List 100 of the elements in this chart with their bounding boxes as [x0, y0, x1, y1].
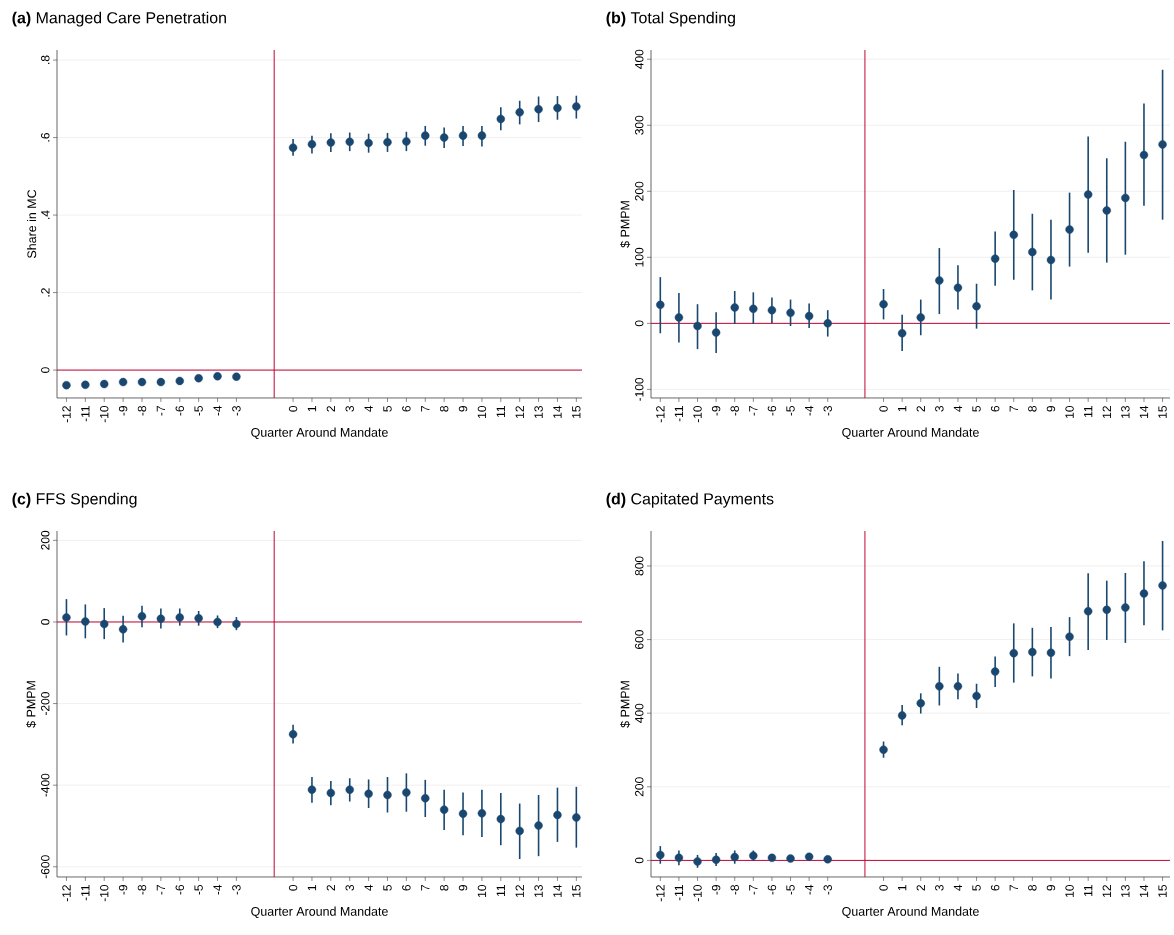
chart-title: (a) Managed Care Penetration: [12, 11, 226, 27]
point: [916, 699, 925, 708]
point: [118, 377, 128, 387]
x-tick-label: 1: [307, 406, 317, 412]
x-tick-label: -9: [711, 406, 721, 416]
point: [288, 143, 298, 152]
point: [458, 131, 468, 140]
y-tick-label: 800: [635, 556, 644, 576]
x-tick-label: -6: [767, 406, 777, 416]
x-tick-label: -10: [693, 405, 702, 423]
x-axis-title: Quarter Around Mandate: [251, 427, 388, 439]
point: [194, 374, 203, 383]
x-tick-label: 6: [990, 406, 1000, 412]
point: [990, 667, 1000, 676]
point: [1121, 603, 1130, 612]
x-tick-label: -6: [767, 885, 777, 895]
point: [1009, 230, 1018, 240]
y-tick-label: 200: [635, 181, 644, 201]
x-tick-label: 12: [515, 406, 524, 418]
x-tick-label: 14: [1139, 405, 1149, 418]
x-tick-label: 2: [326, 885, 336, 891]
y-tick-label: 0: [635, 857, 644, 864]
x-tick-label: -7: [156, 406, 165, 416]
point: [175, 376, 184, 386]
point: [1102, 206, 1111, 215]
point: [553, 103, 562, 113]
x-tick-label: 8: [1028, 406, 1037, 412]
point: [749, 304, 758, 314]
y-tick-label: 0: [41, 619, 50, 625]
x-tick-label: 0: [879, 405, 888, 412]
point: [879, 300, 888, 309]
point: [62, 613, 71, 622]
point: [439, 133, 449, 142]
point: [897, 711, 907, 720]
point: [953, 283, 963, 292]
y-tick-label: 400: [635, 49, 644, 69]
x-tick-label: 0: [879, 884, 888, 891]
y-axis-title: Share in MC: [27, 189, 37, 259]
y-tick-label: 400: [635, 703, 644, 723]
point: [439, 805, 449, 814]
point: [118, 625, 128, 634]
point: [364, 789, 373, 798]
x-tick-label: 3: [345, 885, 354, 891]
point: [402, 788, 411, 797]
x-tick-label: 4: [953, 884, 963, 891]
point: [477, 809, 487, 818]
point: [515, 108, 524, 117]
x-tick-label: -11: [81, 885, 90, 901]
x-tick-label: 12: [515, 885, 524, 897]
x-tick-label: -12: [656, 406, 665, 423]
point: [1139, 150, 1149, 160]
x-tick-label: 9: [1046, 406, 1056, 412]
x-tick-label: 5: [972, 885, 981, 891]
x-tick-label: 13: [534, 885, 543, 897]
x-tick-label: -12: [656, 885, 665, 902]
point: [990, 254, 1000, 263]
y-tick-label: .2: [41, 288, 50, 297]
point: [953, 682, 963, 691]
x-tick-label: 4: [953, 405, 963, 412]
point: [1028, 247, 1037, 257]
chart-title: (c) FFS Spending: [12, 492, 137, 508]
x-tick-label: 15: [572, 885, 581, 897]
y-tick-label: 200: [41, 530, 50, 550]
point: [307, 785, 317, 794]
point: [175, 613, 184, 622]
x-tick-label: 15: [1158, 885, 1167, 897]
x-tick-label: 7: [421, 885, 430, 891]
x-tick-label: 8: [1028, 885, 1037, 891]
x-tick-label: -10: [99, 405, 109, 423]
x-tick-label: 10: [1065, 884, 1074, 897]
x-tick-label: 1: [898, 406, 907, 412]
point: [421, 131, 430, 140]
point: [804, 852, 814, 861]
x-tick-label: -9: [711, 885, 721, 895]
point: [364, 138, 373, 148]
point: [515, 826, 524, 836]
point: [326, 788, 336, 798]
x-tick-label: 9: [1046, 885, 1056, 891]
point: [156, 377, 166, 387]
x-tick-label: 11: [496, 406, 505, 418]
x-tick-label: 15: [1158, 406, 1167, 418]
point: [383, 790, 392, 800]
x-tick-label: 7: [1009, 406, 1018, 412]
x-tick-label: 11: [1084, 885, 1093, 897]
x-tick-label: 11: [496, 885, 505, 897]
point: [1121, 193, 1130, 203]
x-tick-label: 15: [572, 406, 581, 418]
chart-title: (b) Total Spending: [606, 11, 735, 27]
x-tick-label: -6: [175, 406, 184, 416]
point: [1102, 605, 1111, 614]
point: [402, 137, 411, 146]
point: [383, 138, 392, 147]
point: [1046, 648, 1056, 658]
point: [656, 850, 665, 860]
x-tick-label: -7: [749, 406, 758, 416]
x-tick-label: -11: [674, 885, 684, 901]
x-tick-label: 9: [458, 885, 468, 891]
point: [534, 105, 543, 114]
point: [194, 614, 203, 623]
x-tick-label: 10: [477, 884, 487, 897]
